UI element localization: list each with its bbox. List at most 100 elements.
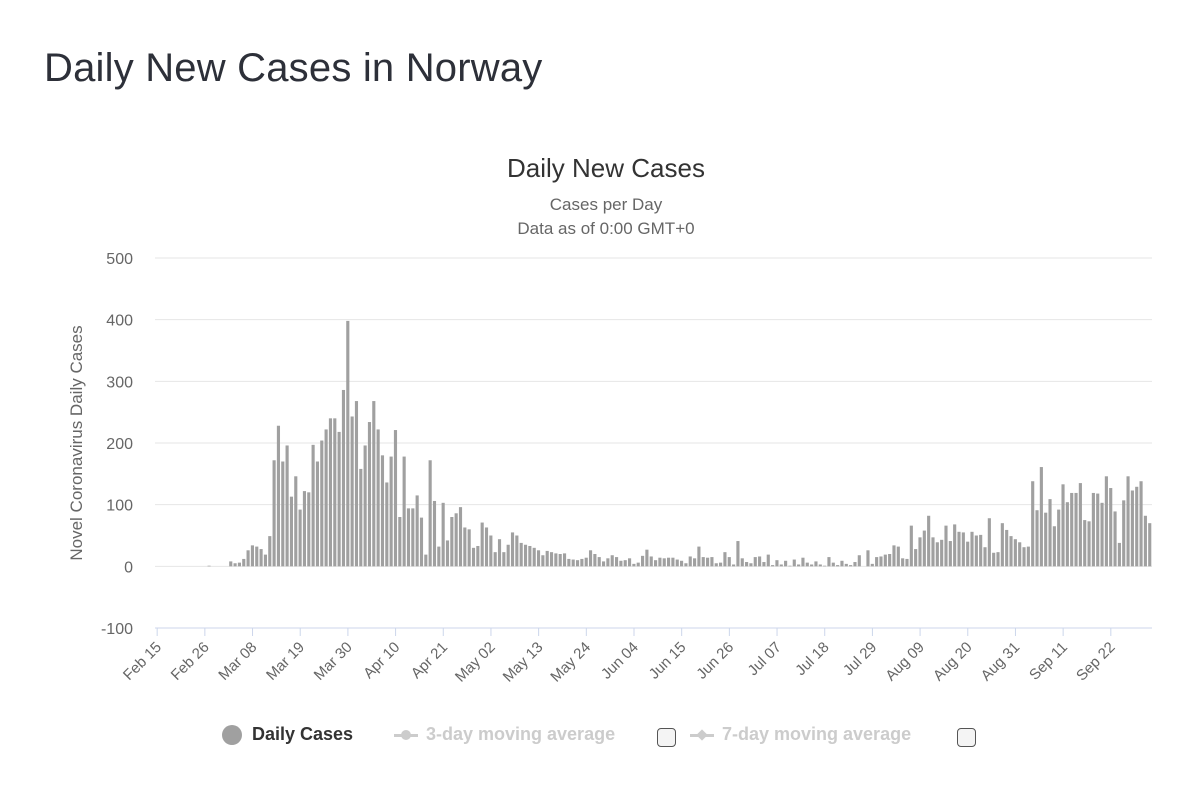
- bar: [536, 550, 541, 567]
- bar: [927, 515, 931, 567]
- bar: [376, 429, 380, 567]
- bar: [346, 320, 350, 567]
- legend-label: 7-day moving average: [722, 724, 912, 744]
- bar: [662, 558, 666, 567]
- bar: [710, 557, 714, 567]
- toggle-3day-average-checkbox[interactable]: [657, 728, 676, 747]
- bar: [480, 522, 484, 567]
- bar: [736, 541, 740, 567]
- bar: [419, 517, 424, 567]
- bar: [827, 557, 831, 567]
- bar: [493, 552, 497, 567]
- bar: [658, 557, 662, 567]
- bar: [840, 560, 844, 567]
- x-tick-label: Jul 18: [792, 639, 832, 679]
- toggle-7day-average-checkbox[interactable]: [957, 728, 976, 747]
- y-tick-label: 500: [106, 251, 133, 268]
- bar: [948, 541, 952, 567]
- bar: [623, 560, 627, 567]
- bar: [255, 546, 259, 567]
- bar: [649, 556, 653, 567]
- x-tick-label: Mar 19: [263, 639, 308, 684]
- bar: [1139, 481, 1143, 567]
- bar: [1026, 546, 1030, 567]
- bar: [957, 531, 961, 567]
- bar: [723, 552, 727, 567]
- x-tick-label: Feb 15: [120, 639, 165, 684]
- bar: [1078, 483, 1082, 567]
- bar: [1018, 542, 1022, 567]
- bar: [411, 508, 415, 567]
- bar: [341, 389, 346, 567]
- bar: [1074, 492, 1078, 567]
- bar: [892, 545, 896, 567]
- bar: [385, 482, 389, 567]
- y-tick-label: 400: [106, 313, 133, 330]
- bar: [463, 527, 467, 567]
- bar: [818, 564, 822, 567]
- bar: [805, 562, 809, 567]
- bar: [996, 552, 1000, 567]
- bar: [732, 564, 736, 567]
- bar: [406, 508, 411, 567]
- bar: [866, 550, 870, 567]
- x-tick-label: Jul 07: [745, 639, 785, 679]
- bar: [315, 461, 320, 567]
- bar: [580, 558, 584, 567]
- bar: [1135, 486, 1139, 567]
- x-tick-label: Feb 26: [168, 639, 213, 684]
- bar: [250, 545, 254, 567]
- bar: [614, 557, 619, 567]
- bar: [883, 554, 887, 567]
- legend-item-3day-average[interactable]: 3-day moving average: [394, 724, 615, 745]
- y-tick-label: 0: [124, 559, 133, 576]
- bar: [545, 550, 549, 567]
- bar: [337, 431, 341, 567]
- bar: [1005, 529, 1009, 567]
- chart-subtitle-line2: Data as of 0:00 GMT+0: [517, 219, 694, 238]
- bar: [510, 532, 515, 567]
- bar: [1000, 523, 1004, 567]
- bar: [645, 549, 649, 567]
- bar: [333, 418, 337, 567]
- bar: [758, 556, 762, 567]
- bar: [1044, 512, 1048, 567]
- bar: [823, 565, 827, 567]
- bar: [328, 418, 333, 567]
- bar: [706, 557, 710, 567]
- bar: [558, 554, 562, 567]
- bar: [532, 547, 536, 567]
- bar: [766, 554, 770, 567]
- bar: [272, 460, 276, 567]
- y-axis-title: Novel Coronavirus Daily Cases: [67, 325, 86, 560]
- legend-item-daily-cases[interactable]: Daily Cases: [222, 724, 353, 745]
- bar: [1035, 510, 1039, 567]
- x-tick-label: Sep 22: [1073, 639, 1119, 685]
- bar: [714, 563, 718, 567]
- bar: [771, 565, 775, 567]
- bar: [467, 529, 471, 567]
- bar: [268, 536, 272, 567]
- bar: [697, 546, 701, 567]
- y-tick-label: 100: [106, 498, 133, 515]
- y-tick-label: 200: [106, 436, 133, 453]
- bar: [1048, 499, 1052, 567]
- bar: [398, 517, 402, 567]
- bar: [749, 563, 753, 567]
- bar: [285, 445, 289, 567]
- bar: [879, 556, 883, 567]
- bar: [281, 461, 285, 567]
- bar: [1126, 476, 1130, 567]
- bar: [849, 565, 853, 567]
- bar: [207, 565, 211, 567]
- legend-label: Daily Cases: [252, 724, 354, 744]
- bar: [909, 525, 913, 567]
- legend-item-7day-average[interactable]: 7-day moving average: [690, 724, 911, 745]
- bar: [680, 560, 684, 567]
- bar: [753, 557, 757, 567]
- bar: [606, 558, 610, 567]
- bar: [432, 500, 437, 567]
- bar: [888, 554, 892, 567]
- bar: [966, 541, 970, 567]
- bar: [775, 560, 779, 567]
